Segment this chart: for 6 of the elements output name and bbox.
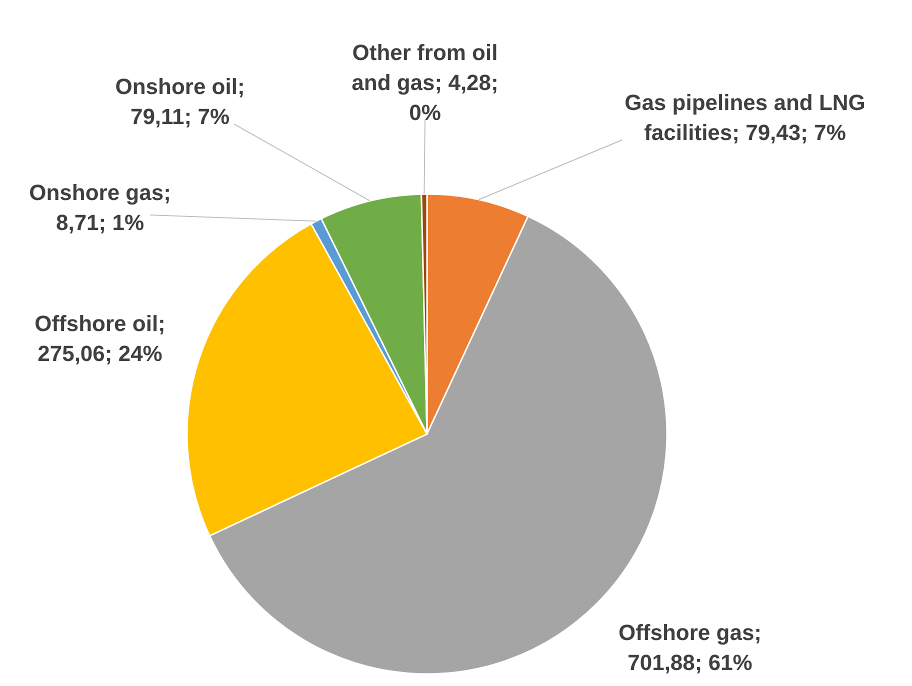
slice-label: Onshore oil; 79,11; 7% [114,73,246,131]
slice-label: Offshore oil; 275,06; 24% [34,310,166,368]
slice-label: Gas pipelines and LNG facilities; 79,43; 7% [624,89,866,147]
slice-label: Offshore gas; 701,88; 61% [617,619,763,677]
slice-label: Other from oil and gas; 4,28; 0% [350,39,500,127]
slice-label: Onshore gas; 8,71; 1% [28,179,172,237]
